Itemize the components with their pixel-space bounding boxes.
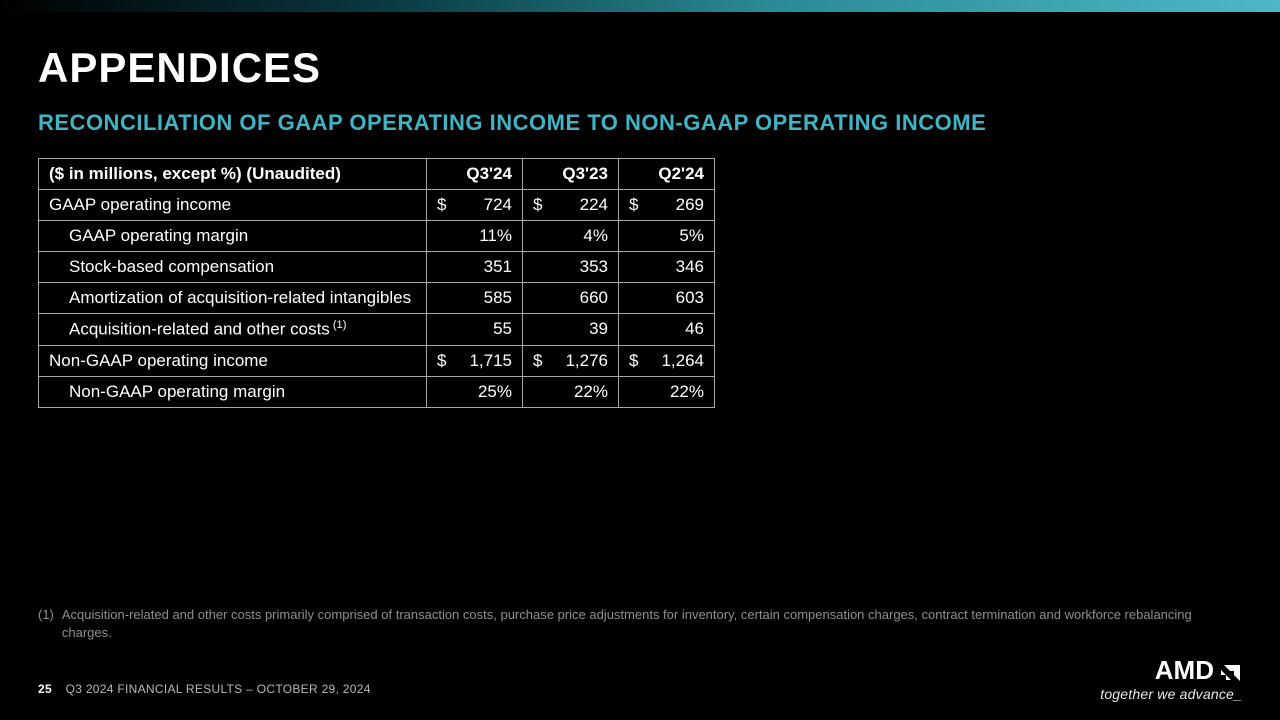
row-value: 39	[523, 314, 619, 346]
row-label: Non-GAAP operating margin	[39, 376, 427, 407]
col-q2-24: Q2'24	[619, 159, 715, 190]
row-value: $269	[619, 190, 715, 221]
slide-footer: 25 Q3 2024 FINANCIAL RESULTS – OCTOBER 2…	[38, 682, 371, 696]
row-label: Non-GAAP operating income	[39, 345, 427, 376]
row-value: $1,715	[427, 345, 523, 376]
table-header-row: ($ in millions, except %) (Unaudited) Q3…	[39, 159, 715, 190]
row-value: $724	[427, 190, 523, 221]
row-label: Stock-based compensation	[39, 252, 427, 283]
top-accent-bar	[0, 0, 1280, 12]
amd-logo: AMD	[1100, 655, 1242, 686]
footer-text: Q3 2024 FINANCIAL RESULTS – OCTOBER 29, …	[66, 682, 371, 696]
page-subtitle: RECONCILIATION OF GAAP OPERATING INCOME …	[38, 110, 1242, 136]
amd-logo-text: AMD	[1155, 655, 1214, 686]
row-value: 46	[619, 314, 715, 346]
page-title: APPENDICES	[38, 44, 1242, 92]
table-row: Non-GAAP operating income$1,715$1,276$1,…	[39, 345, 715, 376]
row-value: 22%	[619, 376, 715, 407]
row-value: $1,276	[523, 345, 619, 376]
table-row: Acquisition-related and other costs (1)5…	[39, 314, 715, 346]
table-row: Non-GAAP operating margin25%22%22%	[39, 376, 715, 407]
row-label: GAAP operating income	[39, 190, 427, 221]
footnote-text: Acquisition-related and other costs prim…	[62, 606, 1220, 641]
amd-arrow-icon	[1218, 659, 1242, 683]
col-q3-23: Q3'23	[523, 159, 619, 190]
row-value: 22%	[523, 376, 619, 407]
table-header-label: ($ in millions, except %) (Unaudited)	[39, 159, 427, 190]
row-value: 660	[523, 283, 619, 314]
table-row: GAAP operating margin11%4%5%	[39, 221, 715, 252]
row-value: 4%	[523, 221, 619, 252]
table-row: Stock-based compensation351353346	[39, 252, 715, 283]
footnote: (1) Acquisition-related and other costs …	[38, 606, 1220, 641]
row-value: 353	[523, 252, 619, 283]
row-value: 55	[427, 314, 523, 346]
row-value: 351	[427, 252, 523, 283]
brand-logo-area: AMD together we advance_	[1100, 655, 1242, 702]
row-label: Amortization of acquisition-related inta…	[39, 283, 427, 314]
row-label: Acquisition-related and other costs (1)	[39, 314, 427, 346]
row-value: 346	[619, 252, 715, 283]
row-value: 11%	[427, 221, 523, 252]
reconciliation-table: ($ in millions, except %) (Unaudited) Q3…	[38, 158, 715, 408]
page-number: 25	[38, 682, 52, 696]
table-row: GAAP operating income$724$224$269	[39, 190, 715, 221]
row-value: 603	[619, 283, 715, 314]
col-q3-24: Q3'24	[427, 159, 523, 190]
row-value: 5%	[619, 221, 715, 252]
brand-tagline: together we advance_	[1100, 686, 1242, 702]
table-row: Amortization of acquisition-related inta…	[39, 283, 715, 314]
row-value: $1,264	[619, 345, 715, 376]
row-value: $224	[523, 190, 619, 221]
footnote-number: (1)	[38, 606, 54, 641]
row-value: 25%	[427, 376, 523, 407]
row-value: 585	[427, 283, 523, 314]
slide-content: APPENDICES RECONCILIATION OF GAAP OPERAT…	[0, 12, 1280, 408]
row-label: GAAP operating margin	[39, 221, 427, 252]
